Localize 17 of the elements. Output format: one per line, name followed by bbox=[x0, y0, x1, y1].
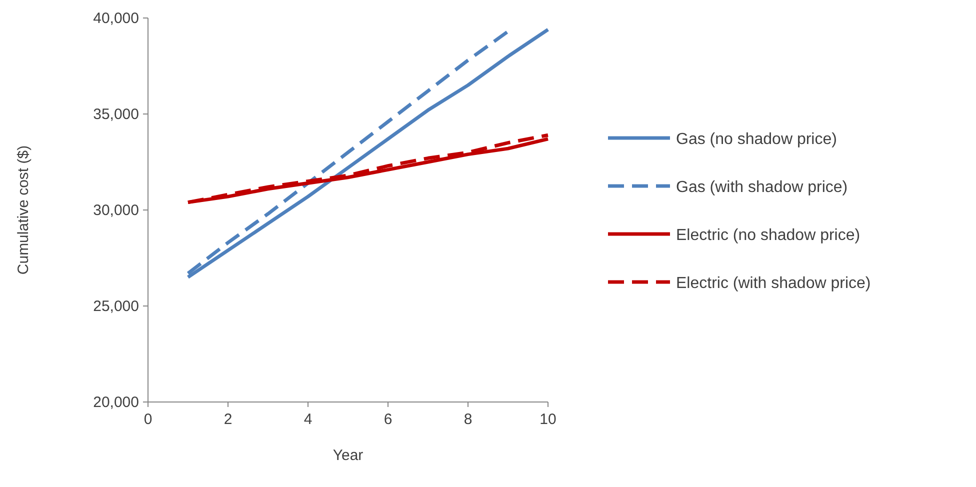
x-tick-label: 4 bbox=[304, 411, 312, 428]
legend-label: Gas (no shadow price) bbox=[676, 131, 837, 148]
y-tick-label: 30,000 bbox=[93, 202, 139, 219]
x-tick-label: 10 bbox=[540, 411, 556, 428]
y-axis-title: Cumulative cost ($) bbox=[15, 145, 32, 275]
x-tick-label: 8 bbox=[464, 411, 472, 428]
y-tick-label: 35,000 bbox=[93, 106, 139, 123]
legend-label: Electric (no shadow price) bbox=[676, 227, 860, 244]
y-tick-label: 40,000 bbox=[93, 10, 139, 27]
y-tick-label: 25,000 bbox=[93, 298, 139, 315]
legend-label: Electric (with shadow price) bbox=[676, 275, 871, 292]
x-tick-label: 6 bbox=[384, 411, 392, 428]
x-tick-label: 0 bbox=[144, 411, 152, 428]
y-tick-label: 20,000 bbox=[93, 394, 139, 411]
x-axis-title: Year bbox=[332, 447, 364, 464]
legend-label: Gas (with shadow price) bbox=[676, 179, 848, 196]
x-tick-label: 2 bbox=[224, 411, 232, 428]
